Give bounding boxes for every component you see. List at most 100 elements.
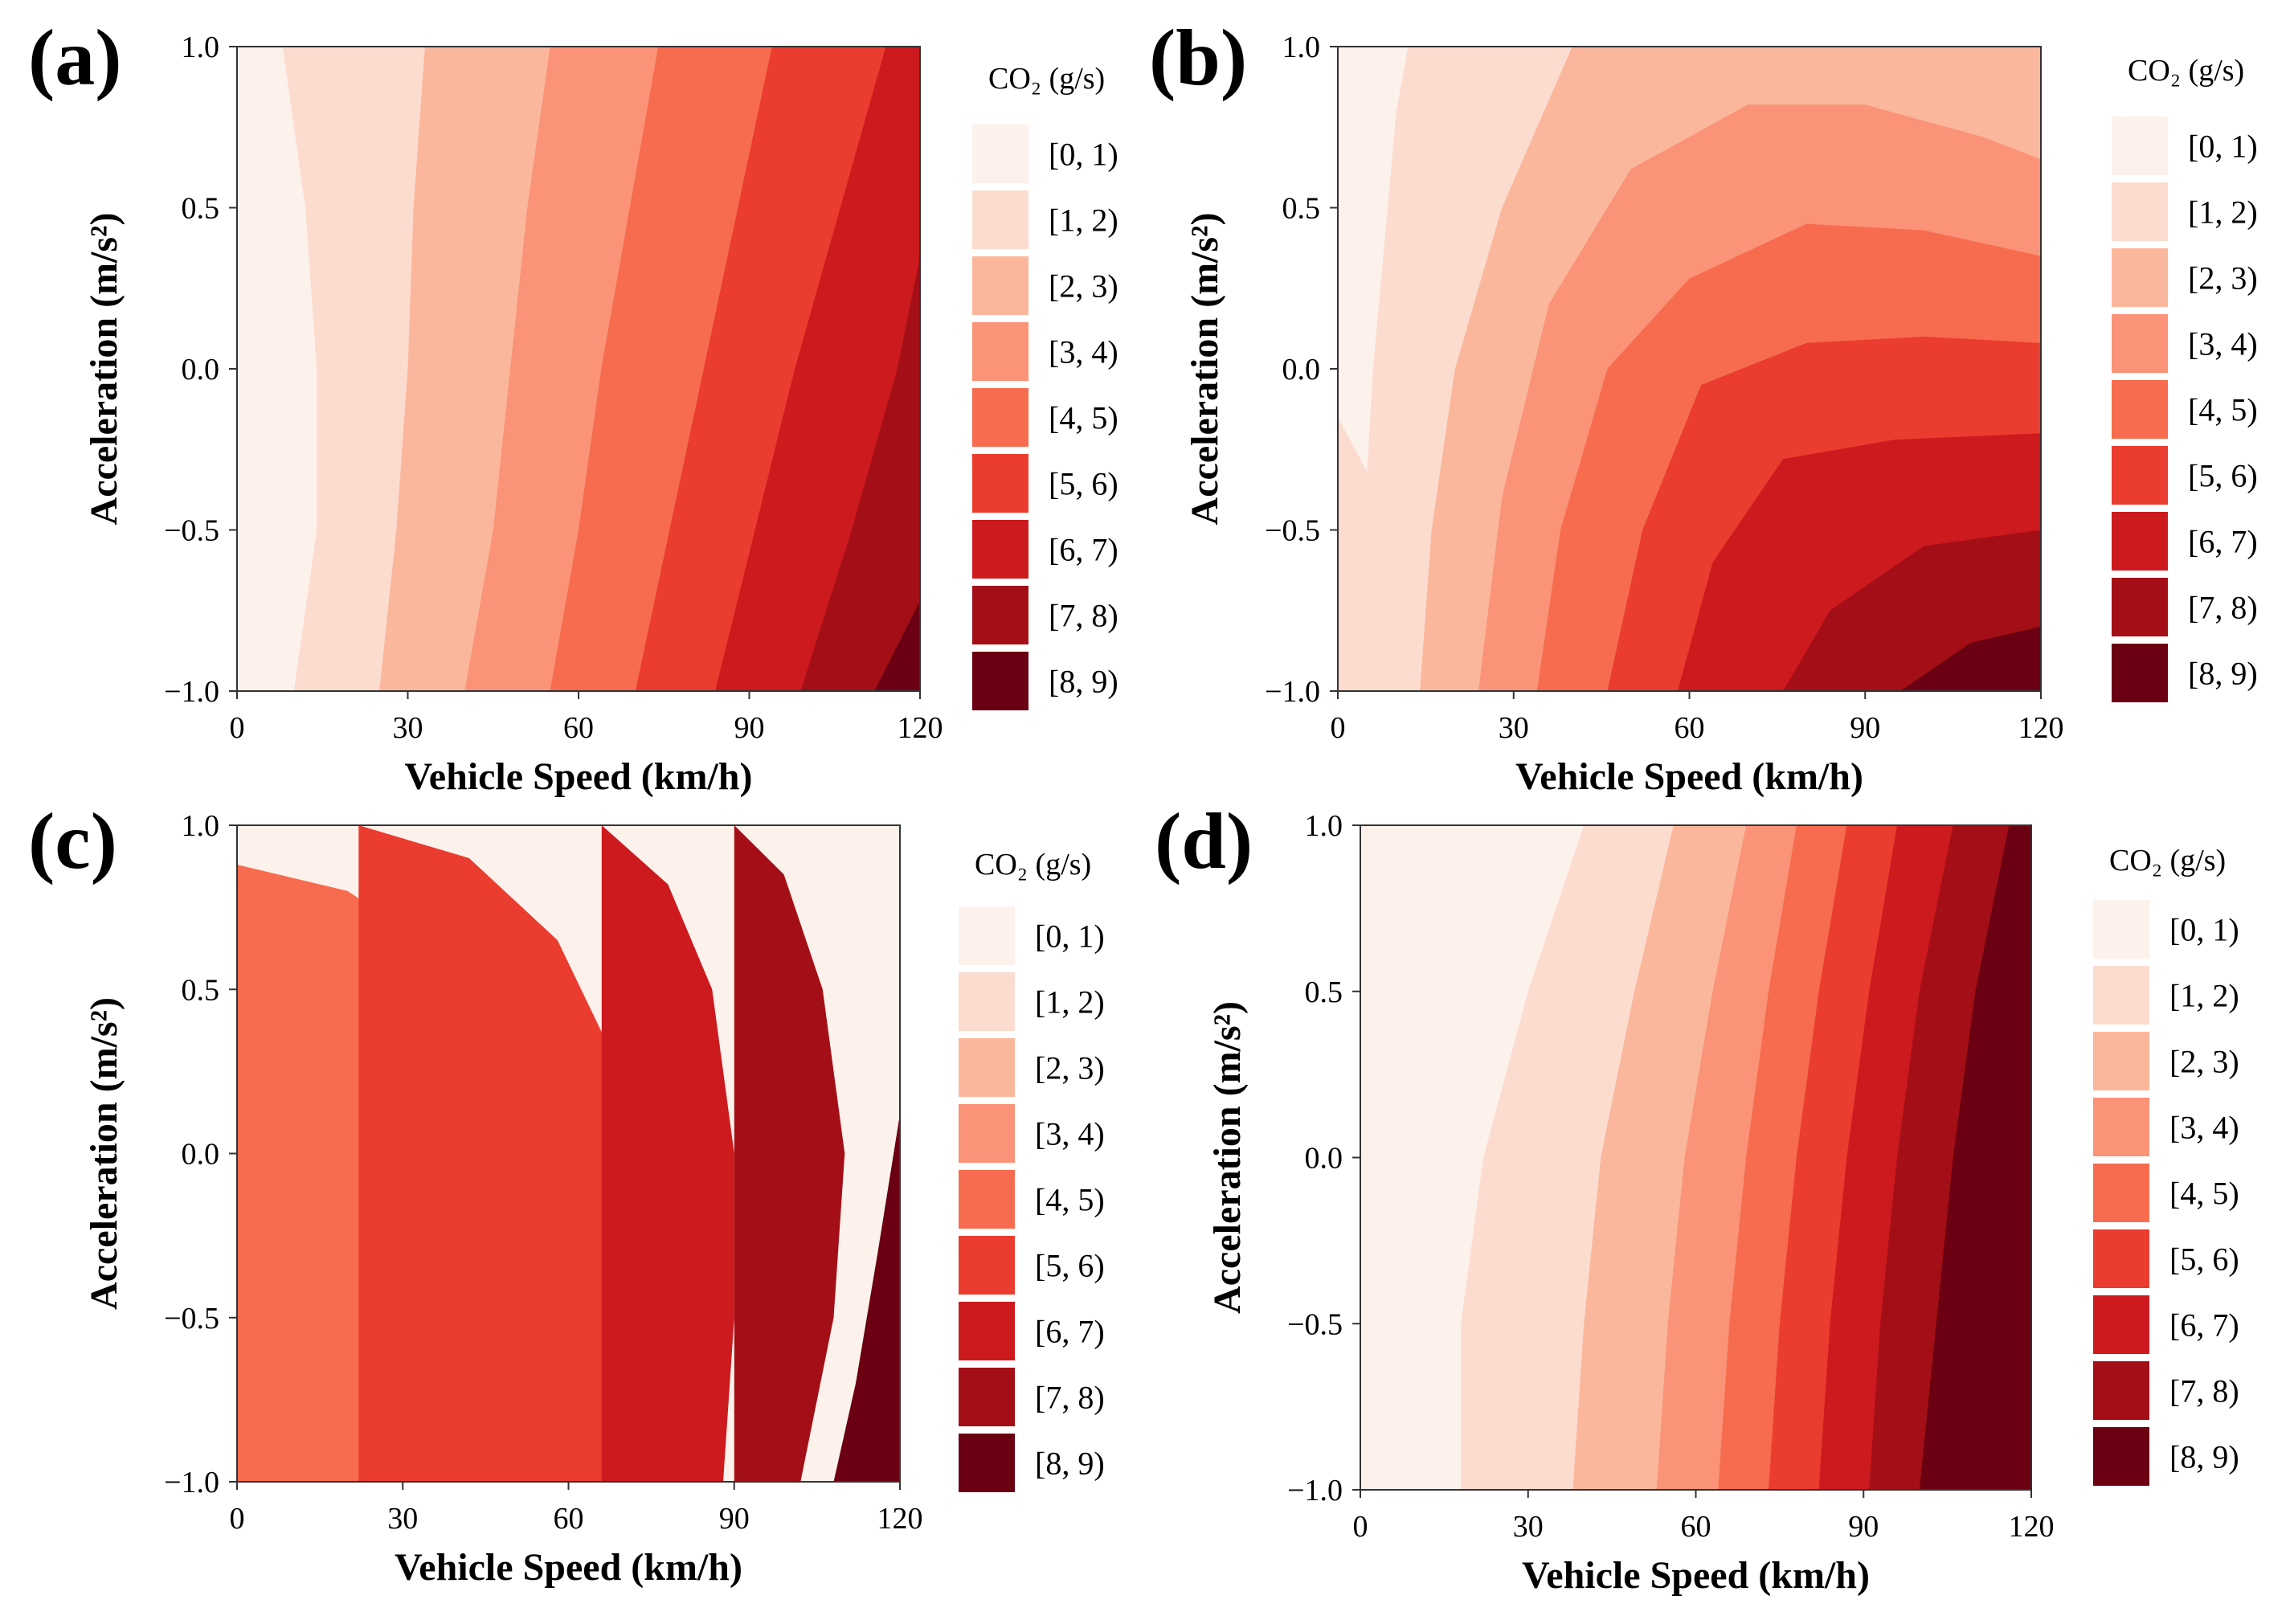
x-tick-label: 90 [1850, 711, 1880, 745]
legend-swatch-3 [959, 1104, 1015, 1163]
legend-label-1: [1, 2) [1035, 984, 1105, 1021]
legend-swatch-4 [2112, 380, 2168, 439]
legend-swatch-0 [972, 125, 1028, 183]
x-axis-title: Vehicle Speed (km/h) [395, 1546, 742, 1589]
legend-swatch-6 [959, 1302, 1015, 1360]
legend-label-1: [1, 2) [1049, 202, 1118, 239]
contour-fill-group [237, 825, 900, 1482]
legend-label-5: [5, 6) [1049, 466, 1118, 502]
legend-swatch-8 [959, 1434, 1015, 1492]
y-tick-label: 0.0 [182, 353, 220, 387]
legend-swatch-8 [2093, 1427, 2149, 1486]
legend-title: CO₂ (g/s) [2128, 54, 2244, 88]
legend-label-1: [1, 2) [2188, 194, 2258, 231]
y-axis-title: Acceleration (m/s²) [1206, 1001, 1249, 1314]
legend-swatch-8 [972, 652, 1028, 710]
y-tick-label: 0.5 [1282, 192, 1321, 226]
y-tick-label: −0.5 [164, 1302, 219, 1336]
legend-label-8: [8, 9) [1049, 664, 1118, 700]
y-axis-title: Acceleration (m/s²) [1184, 213, 1226, 526]
y-tick-label: 1.0 [1305, 809, 1343, 843]
y-tick-label: −1.0 [164, 675, 219, 709]
legend-swatch-0 [2093, 900, 2149, 959]
panel-letter: (a) [28, 13, 122, 102]
x-tick-label: 60 [1675, 711, 1705, 745]
legend-swatch-4 [972, 388, 1028, 447]
legend-label-7: [7, 8) [1035, 1380, 1105, 1416]
legend-swatch-1 [2112, 182, 2168, 241]
legend-label-1: [1, 2) [2169, 978, 2239, 1014]
legend-label-3: [3, 4) [2169, 1110, 2239, 1146]
legend-swatch-6 [2093, 1295, 2149, 1354]
panel-c: 0 30 60 90 120 −1.0 −0.5 0.0 0.5 1.0 Vehicle Speed… [0, 796, 1145, 1624]
legend-swatch-5 [2093, 1229, 2149, 1288]
y-tick-label: −0.5 [1265, 514, 1320, 548]
panel-letter: (d) [1155, 796, 1253, 886]
legend-label-3: [3, 4) [1049, 334, 1118, 370]
legend-label-2: [2, 3) [1049, 268, 1118, 305]
x-tick-label: 0 [230, 711, 245, 745]
x-tick-label: 0 [1331, 711, 1346, 745]
chart-b: 0 30 60 90 120 −1.0 −0.5 0.0 0.5 1.0 Vehicle Speed… [1149, 13, 2258, 798]
contour-band-7 [800, 256, 920, 691]
x-axis-title: Vehicle Speed (km/h) [1515, 755, 1863, 798]
x-tick-label: 0 [1353, 1510, 1368, 1544]
legend-swatch-6 [972, 520, 1028, 579]
legend-swatch-1 [972, 190, 1028, 249]
contour-band-7 [734, 825, 900, 1482]
x-tick-label: 0 [230, 1502, 245, 1536]
y-tick-label: 0.5 [182, 192, 220, 226]
legend-swatch-2 [2093, 1032, 2149, 1090]
legend-title: CO₂ (g/s) [2109, 844, 2226, 877]
x-tick-label: 90 [1848, 1510, 1879, 1544]
legend-swatch-6 [2112, 512, 2168, 571]
y-tick-label: 0.5 [182, 973, 220, 1007]
y-tick-label: 0.0 [1282, 353, 1321, 387]
y-tick-label: −0.5 [1287, 1307, 1343, 1341]
legend-swatch-4 [2093, 1164, 2149, 1222]
x-tick-label: 90 [734, 711, 765, 745]
x-tick-label: 120 [877, 1502, 923, 1536]
legend-label-4: [4, 5) [1035, 1182, 1105, 1218]
legend-swatch-0 [959, 906, 1015, 965]
y-tick-label: 0.0 [1305, 1142, 1343, 1176]
legend-label-4: [4, 5) [2188, 392, 2258, 428]
chart-c: 0 30 60 90 120 −1.0 −0.5 0.0 0.5 1.0 Vehicle Speed… [28, 796, 1105, 1589]
legend-swatch-3 [2112, 314, 2168, 373]
legend-label-5: [5, 6) [2188, 458, 2258, 494]
x-tick-label: 30 [1513, 1510, 1544, 1544]
x-tick-label: 60 [554, 1502, 584, 1536]
legend-label-7: [7, 8) [2169, 1373, 2239, 1409]
legend-label-7: [7, 8) [2188, 590, 2258, 626]
legend-swatch-3 [2093, 1098, 2149, 1156]
panel-d: 0 30 60 90 120 −1.0 −0.5 0.0 0.5 1.0 Vehicle Speed… [1145, 796, 2290, 1624]
panel-letter: (b) [1149, 13, 1247, 102]
y-tick-label: 1.0 [182, 31, 220, 64]
x-tick-label: 30 [387, 1502, 418, 1536]
legend-swatch-3 [972, 322, 1028, 381]
panel-a: 0 30 60 90 120 −1.0 −0.5 0.0 0.5 1.0 Vehicle Speed… [0, 0, 1145, 812]
legend-label-3: [3, 4) [2188, 326, 2258, 362]
legend-label-4: [4, 5) [2169, 1176, 2239, 1212]
legend-swatch-5 [2112, 446, 2168, 505]
chart-a: 0 30 60 90 120 −1.0 −0.5 0.0 0.5 1.0 Vehicle Speed… [28, 13, 1118, 798]
x-tick-label: 60 [563, 711, 594, 745]
legend-label-5: [5, 6) [2169, 1242, 2239, 1278]
legend-label-0: [0, 1) [1035, 918, 1105, 955]
panel-b: 0 30 60 90 120 −1.0 −0.5 0.0 0.5 1.0 Vehicle Speed… [1145, 0, 2290, 812]
legend-label-5: [5, 6) [1035, 1248, 1105, 1284]
legend-label-8: [8, 9) [1035, 1446, 1105, 1482]
x-tick-label: 30 [393, 711, 423, 745]
x-tick-label: 120 [898, 711, 943, 745]
legend-swatch-2 [2112, 248, 2168, 307]
contour-fill-group [1338, 47, 2041, 691]
legend-swatch-5 [959, 1236, 1015, 1295]
legend-swatch-1 [2093, 966, 2149, 1025]
contour-band-8 [1900, 626, 2041, 691]
x-axis-title: Vehicle Speed (km/h) [1522, 1554, 1870, 1597]
legend-title: CO₂ (g/s) [988, 62, 1105, 96]
y-tick-label: −1.0 [164, 1466, 219, 1499]
x-axis-title: Vehicle Speed (km/h) [405, 755, 753, 798]
legend-label-7: [7, 8) [1049, 598, 1118, 634]
y-tick-label: −0.5 [164, 514, 219, 548]
